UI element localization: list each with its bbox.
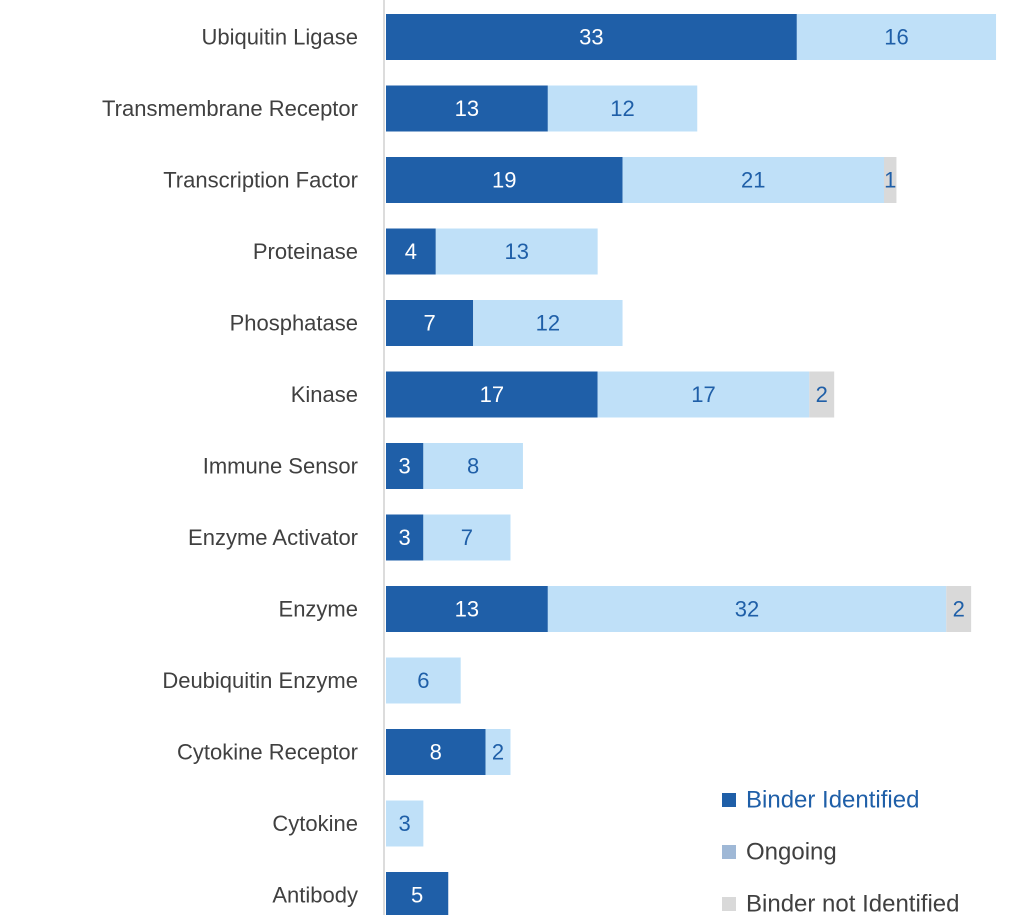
bar-segment [809, 371, 835, 418]
legend-marker [722, 897, 736, 911]
data-label: 2 [816, 382, 828, 407]
category-label: Transcription Factor [163, 168, 358, 193]
bar-segment [435, 228, 598, 275]
data-label: 13 [455, 96, 479, 121]
data-label: 7 [423, 311, 435, 336]
bar-segment [386, 657, 461, 704]
bar-segment [386, 300, 474, 346]
bar-segment [386, 85, 548, 132]
legend-label: Binder Identified [746, 787, 919, 814]
data-label: 2 [492, 740, 504, 765]
data-label: 12 [610, 96, 634, 121]
category-label: Proteinase [253, 239, 358, 264]
bar-segment [946, 586, 972, 632]
data-label: 2 [953, 597, 965, 622]
data-label: 33 [579, 25, 603, 50]
data-label: 16 [884, 25, 908, 50]
legend-label: Ongoing [746, 839, 837, 866]
bar-segment [547, 85, 698, 132]
data-label: 32 [735, 597, 759, 622]
data-label: 12 [536, 311, 560, 336]
bar-segment [386, 443, 424, 489]
data-label: 5 [411, 883, 423, 908]
bar-segment [423, 514, 511, 561]
category-label: Cytokine Receptor [177, 740, 358, 765]
bar-segment [597, 371, 810, 418]
bar-segment [796, 14, 997, 60]
bar-segment [386, 228, 436, 275]
data-label: 3 [399, 811, 411, 836]
data-label: 21 [741, 168, 765, 193]
category-label: Deubiquitin Enzyme [162, 668, 358, 693]
data-label: 8 [467, 454, 479, 479]
data-label: 13 [455, 597, 479, 622]
bar-segment [386, 371, 598, 418]
category-label: Kinase [291, 382, 358, 407]
category-label: Immune Sensor [203, 454, 358, 479]
bar-segment [386, 14, 797, 60]
bar-segment [884, 157, 897, 203]
category-label: Antibody [272, 883, 358, 908]
bar-segment [386, 157, 623, 203]
category-label: Enzyme [279, 597, 358, 622]
bar-segment [386, 514, 424, 561]
data-label: 17 [480, 382, 504, 407]
data-label: 7 [461, 525, 473, 550]
category-label: Transmembrane Receptor [102, 96, 358, 121]
legend-label: Binder not Identified [746, 891, 959, 915]
data-label: 3 [399, 454, 411, 479]
bar-segment [547, 586, 947, 632]
bar-segment [386, 872, 449, 915]
data-label: 19 [492, 168, 516, 193]
bar-segment [386, 729, 486, 775]
bar-segment [386, 586, 548, 632]
category-label: Phosphatase [230, 311, 358, 336]
data-label: 13 [504, 239, 528, 264]
bar-segment [423, 443, 523, 489]
data-label: 4 [405, 239, 417, 264]
data-label: 17 [691, 382, 715, 407]
bar-segment [386, 800, 424, 847]
data-label: 8 [430, 740, 442, 765]
bar-segment [485, 729, 511, 775]
data-label: 1 [884, 168, 896, 193]
bar-segment [473, 300, 623, 346]
legend-marker [722, 793, 736, 807]
category-label: Ubiquitin Ligase [201, 25, 358, 50]
data-label: 3 [399, 525, 411, 550]
category-label: Enzyme Activator [188, 525, 358, 550]
data-label: 6 [417, 668, 429, 693]
bar-segment [622, 157, 884, 203]
category-label: Cytokine [272, 811, 358, 836]
legend-marker [722, 845, 736, 859]
